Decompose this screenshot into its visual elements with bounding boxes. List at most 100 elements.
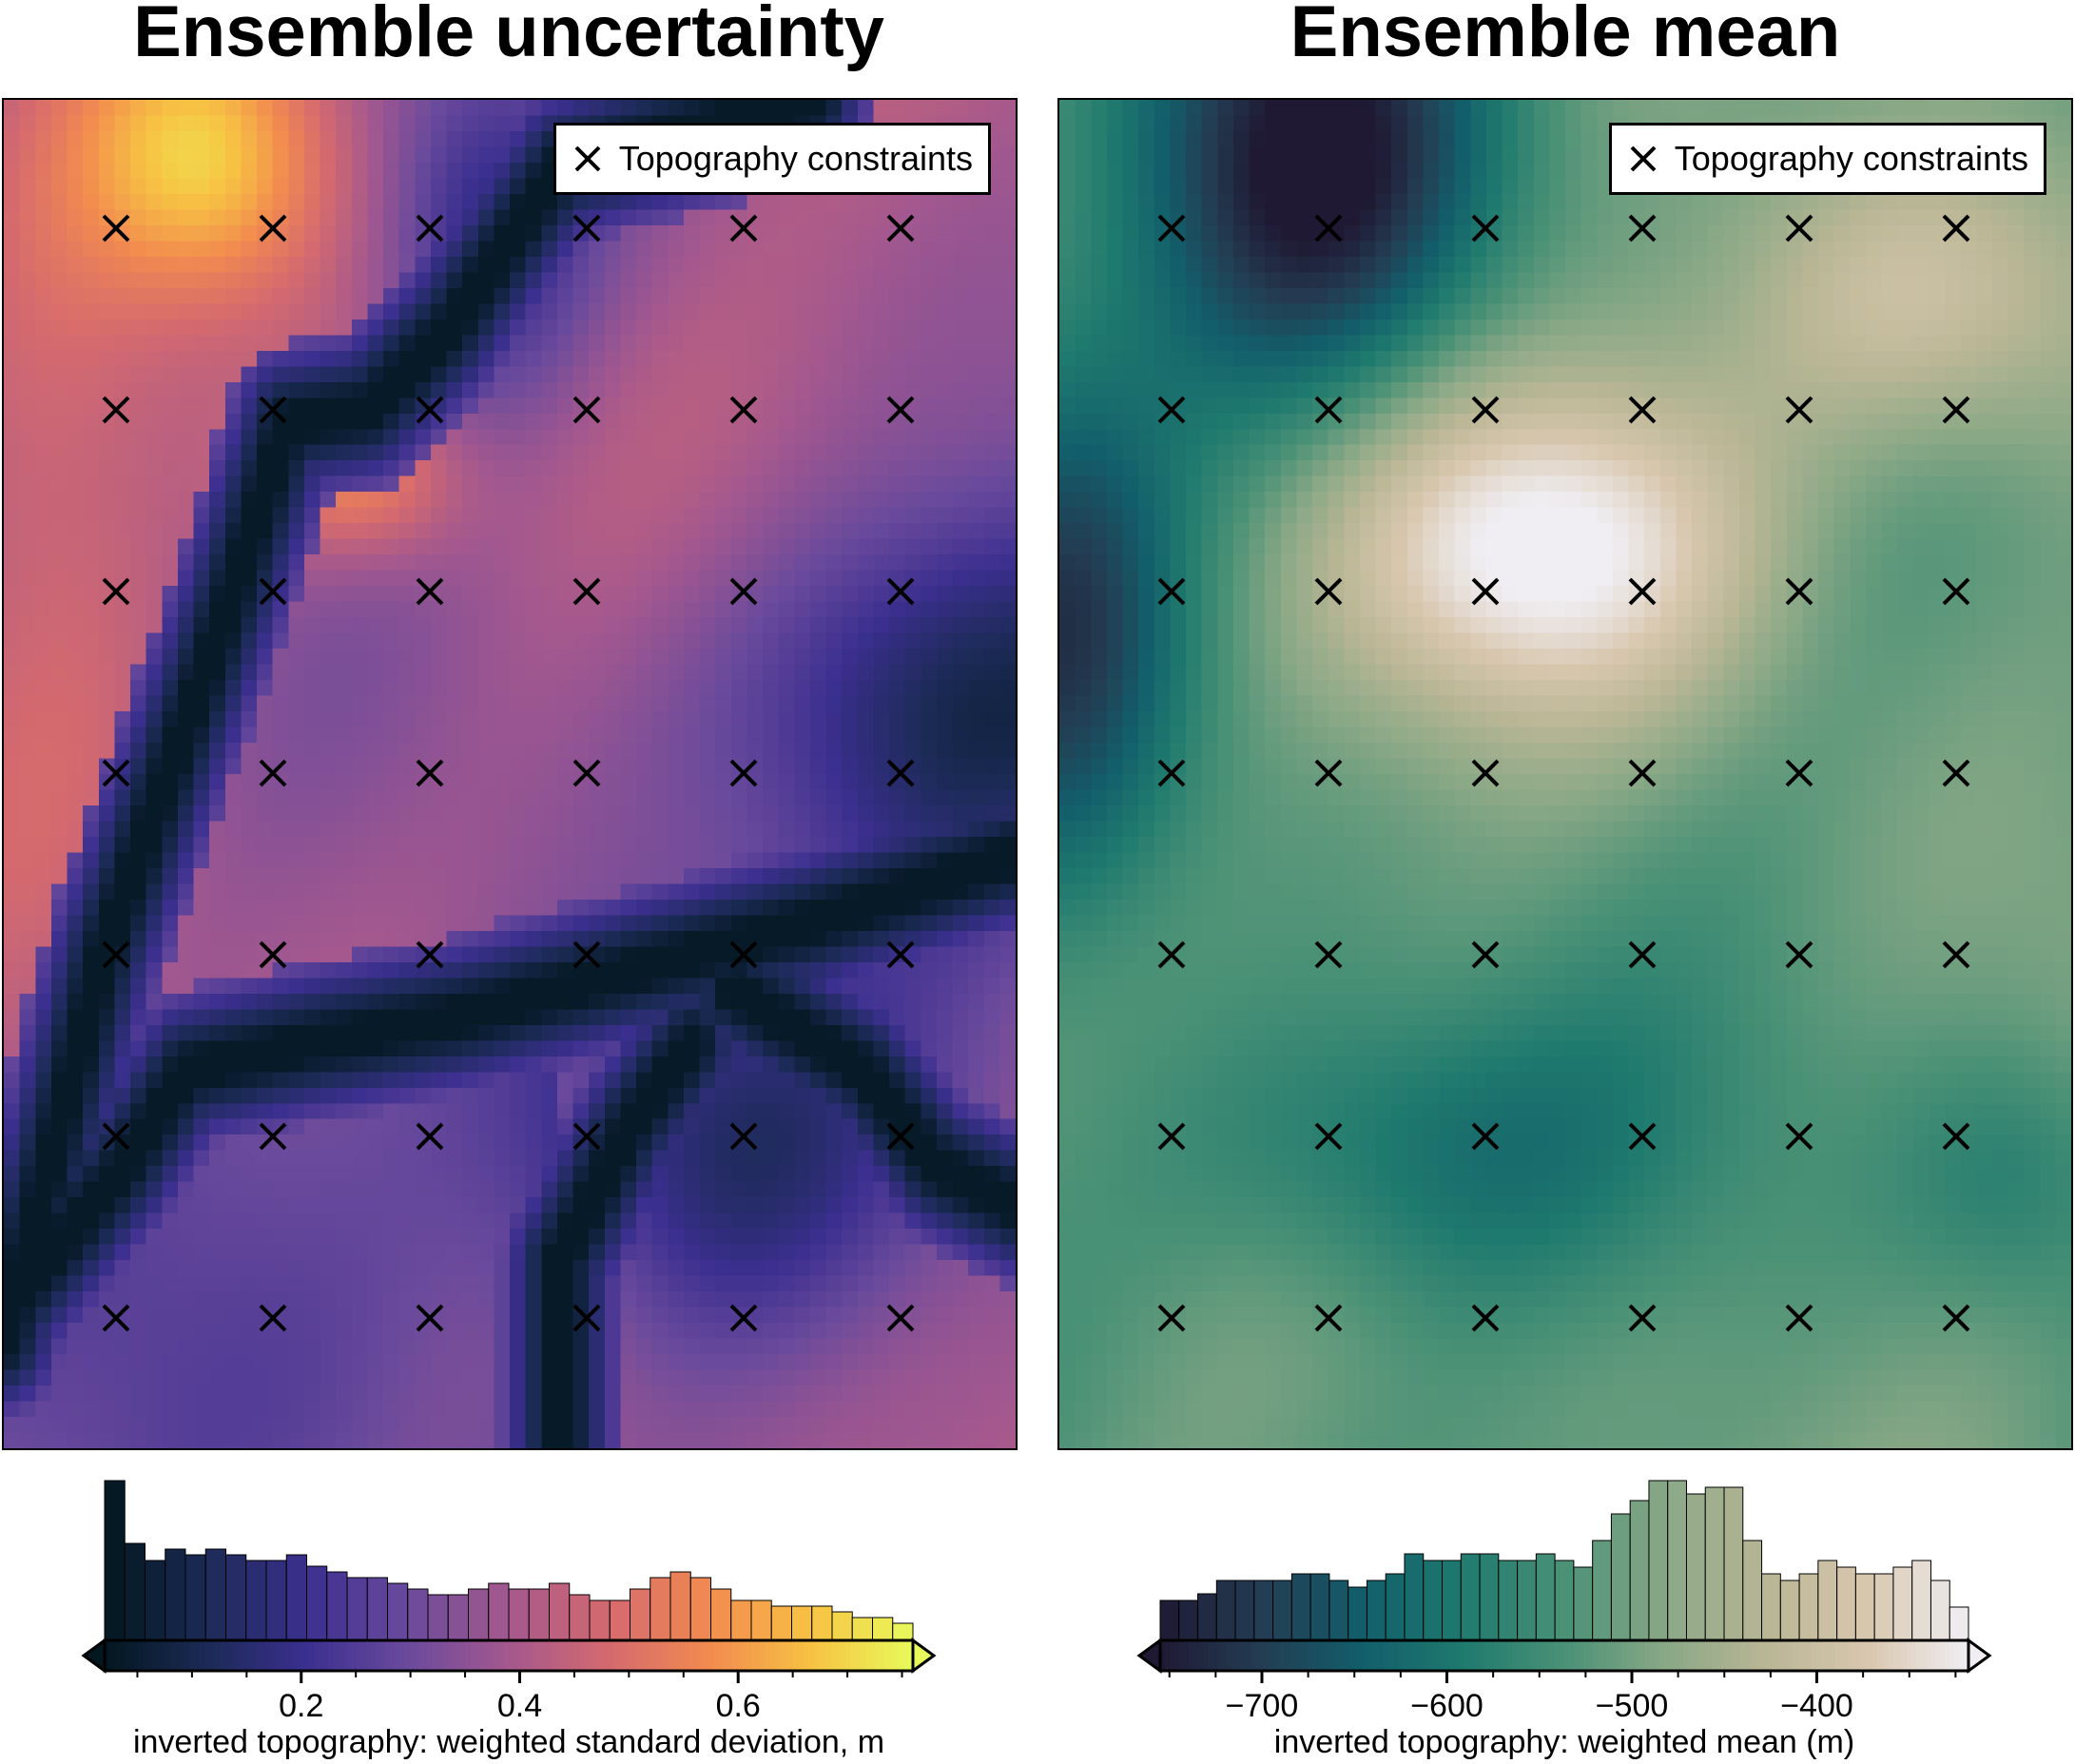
uncertainty-histogram-bar — [730, 1599, 752, 1641]
mean-histogram-bar — [1761, 1573, 1781, 1641]
uncertainty-histogram-bar — [285, 1554, 307, 1641]
constraint-marker — [416, 940, 444, 969]
uncertainty-histogram-bar — [184, 1554, 206, 1641]
uncertainty-histogram-bar — [508, 1588, 530, 1641]
mean-colorbar-histogram: −700 −600 −500 −400 — [1136, 1480, 1992, 1724]
uncertainty-colorbar-tick-label: 0.2 — [279, 1688, 323, 1724]
uncertainty-histogram-bar — [245, 1560, 267, 1641]
mean-colorbar-tick-label: −600 — [1410, 1688, 1484, 1724]
uncertainty-histogram-bar — [165, 1548, 186, 1641]
constraint-marker — [1628, 214, 1657, 242]
constraint-marker — [729, 577, 758, 606]
constraint-marker — [1785, 214, 1813, 242]
constraint-marker — [1314, 1304, 1343, 1332]
mean-histogram-bar — [1817, 1560, 1838, 1641]
uncertainty-legend: Topography constraints — [553, 123, 991, 195]
mean-histogram-bars — [1159, 1480, 1969, 1641]
constraint-marker — [1785, 1122, 1813, 1151]
constraint-marker — [1471, 1122, 1500, 1151]
constraint-marker — [416, 577, 444, 606]
constraint-marker — [886, 214, 915, 242]
constraint-marker — [102, 759, 130, 787]
constraint-marker — [729, 214, 758, 242]
constraint-marker — [259, 396, 287, 424]
constraint-marker — [1157, 940, 1186, 969]
uncertainty-histogram-bar — [306, 1565, 328, 1641]
constraint-marker — [259, 577, 287, 606]
constraint-marker — [1157, 214, 1186, 242]
mean-colorbar-label: inverted topography: weighted mean (m) — [1273, 1724, 1855, 1760]
constraint-marker — [1471, 214, 1500, 242]
x-marker-icon — [574, 145, 601, 172]
uncertainty-histogram-bar — [851, 1617, 873, 1641]
uncertainty-colorbar: 0.2 0.4 0.6 inverted topography: weighted … — [81, 1479, 937, 1764]
mean-histogram-bar — [1779, 1580, 1800, 1641]
mean-histogram-bar — [1348, 1586, 1367, 1641]
constraint-marker — [572, 396, 601, 424]
mean-histogram-bar — [1479, 1553, 1500, 1641]
uncertainty-histogram-bar — [407, 1588, 429, 1641]
constraint-marker — [102, 1304, 130, 1332]
uncertainty-constraint-markers — [102, 214, 915, 1332]
mean-colorbar: −700 −600 −500 −400 inverted topography: we… — [1136, 1479, 1992, 1764]
uncertainty-histogram-bar — [528, 1588, 550, 1641]
uncertainty-histogram-bar — [689, 1577, 711, 1641]
constraint-marker — [259, 940, 287, 969]
mean-histogram-bar — [1272, 1580, 1292, 1641]
constraint-marker — [886, 759, 915, 787]
mean-colorbar-gradient — [1160, 1640, 1969, 1671]
constraint-marker — [259, 759, 287, 787]
mean-histogram-bar — [1610, 1513, 1631, 1641]
uncertainty-colorbar-min-arrow — [81, 1638, 107, 1674]
constraint-marker — [1942, 759, 1970, 787]
constraint-marker — [416, 396, 444, 424]
mean-heatmap — [1059, 100, 2071, 1448]
constraint-marker — [1785, 940, 1813, 969]
constraint-marker — [1628, 759, 1657, 787]
constraint-marker — [1628, 1304, 1657, 1332]
mean-histogram-bar — [1836, 1566, 1856, 1641]
constraint-marker — [572, 214, 601, 242]
mean-histogram-bar — [1592, 1540, 1612, 1641]
uncertainty-heatmap — [4, 100, 1016, 1448]
constraint-marker — [1785, 577, 1813, 606]
mean-map: Topography constraints — [1057, 98, 2073, 1450]
constraint-marker — [572, 577, 601, 606]
mean-histogram-bar — [1197, 1593, 1217, 1641]
uncertainty-colorbar-tick-label: 0.6 — [716, 1688, 761, 1724]
mean-colorbar-tick-label: −700 — [1226, 1688, 1299, 1724]
constraint-marker — [886, 1122, 915, 1151]
mean-colorbar-tick-label: −500 — [1596, 1688, 1669, 1724]
mean-histogram-bar — [1873, 1573, 1894, 1641]
mean-histogram-bar — [1234, 1580, 1255, 1641]
mean-histogram-bar — [1629, 1500, 1650, 1641]
uncertainty-histogram-bar — [811, 1605, 833, 1641]
mean-histogram-bar — [1911, 1560, 1931, 1641]
mean-histogram-bar — [1554, 1560, 1575, 1641]
mean-constraint-markers — [1157, 214, 1970, 1332]
uncertainty-histogram-bar — [791, 1605, 813, 1641]
uncertainty-histogram-bar — [770, 1605, 792, 1641]
mean-histogram-bar — [1930, 1580, 1950, 1641]
mean-histogram-bar — [1253, 1580, 1274, 1641]
constraint-marker — [1471, 940, 1500, 969]
constraint-marker — [1471, 1304, 1500, 1332]
mean-histogram-bar — [1498, 1560, 1519, 1641]
constraint-marker — [1942, 396, 1970, 424]
mean-histogram-bar — [1648, 1480, 1669, 1641]
constraint-marker — [1785, 1304, 1813, 1332]
mean-legend-label: Topography constraints — [1674, 139, 2028, 178]
mean-histogram-bar — [1535, 1553, 1556, 1641]
mean-histogram-bar — [1667, 1480, 1687, 1641]
uncertainty-histogram-bar — [872, 1617, 894, 1641]
uncertainty-histogram-bar — [326, 1571, 348, 1641]
uncertainty-histogram-bar — [589, 1599, 611, 1641]
constraint-marker — [1628, 577, 1657, 606]
constraint-marker — [1942, 940, 1970, 969]
uncertainty-histogram-bar — [124, 1542, 145, 1641]
left-panel-title: Ensemble uncertainty — [133, 0, 884, 72]
mean-histogram-bar — [1366, 1580, 1387, 1641]
constraint-marker — [886, 940, 915, 969]
constraint-marker — [102, 940, 130, 969]
constraint-marker — [1157, 1122, 1186, 1151]
